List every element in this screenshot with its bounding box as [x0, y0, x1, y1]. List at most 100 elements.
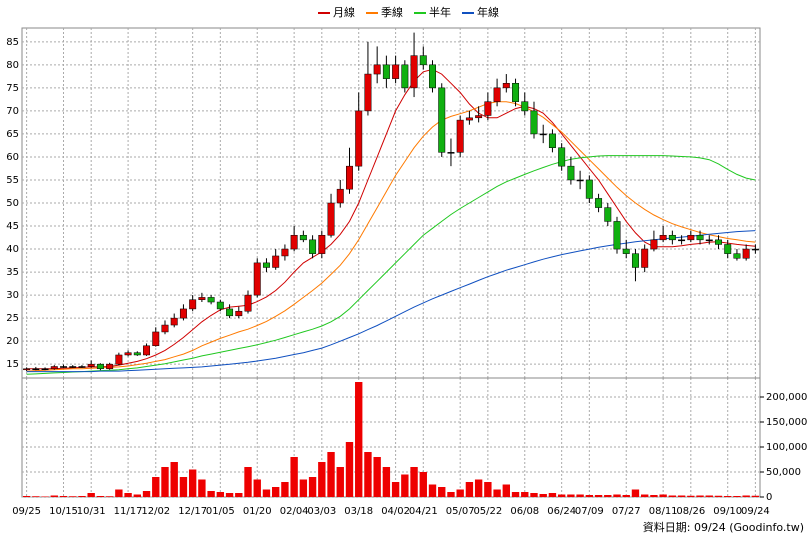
- volume-bar: [631, 489, 640, 497]
- x-tick-label: 01/05: [206, 506, 235, 517]
- volume-bar: [502, 484, 511, 497]
- y-tick-label: 80: [6, 60, 19, 71]
- candle-body: [281, 248, 289, 257]
- x-tick-label: 12/02: [141, 506, 170, 517]
- volume-bar: [32, 496, 40, 497]
- candle-body: [382, 64, 390, 79]
- x-tick-label: 10/15: [49, 506, 78, 517]
- volume-bar: [484, 482, 492, 497]
- volume-bar: [179, 477, 188, 497]
- volume-bar: [225, 493, 234, 497]
- volume-bar: [59, 496, 68, 497]
- candle-body: [143, 345, 151, 356]
- candle-body: [299, 234, 307, 241]
- y-tick-label: 30: [6, 290, 19, 301]
- volume-bar: [115, 489, 123, 497]
- y2-tick-label: 100,000: [766, 442, 807, 453]
- x-tick-label: 05/22: [473, 506, 502, 517]
- candle-body: [50, 366, 58, 370]
- volume-bar: [668, 495, 677, 497]
- ma-line: [26, 68, 756, 370]
- x-tick-label: 07/27: [612, 506, 641, 517]
- volume-bar: [188, 469, 197, 497]
- candle-body: [272, 255, 280, 268]
- candle-body: [41, 368, 49, 371]
- y-tick-label: 85: [6, 37, 19, 48]
- candle-body: [548, 133, 556, 148]
- volume-bar: [548, 493, 557, 497]
- volume-bar: [308, 477, 317, 497]
- volume-bar: [96, 496, 105, 497]
- y-tick-label: 50: [6, 198, 19, 209]
- volume-bar: [364, 452, 372, 497]
- x-tick-label: 02/04: [280, 506, 309, 517]
- candle-body: [198, 297, 206, 300]
- volume-bar: [281, 482, 289, 497]
- candle-body: [373, 64, 381, 75]
- candle-body: [207, 297, 215, 303]
- volume-bar: [751, 495, 760, 497]
- volume-bar: [438, 487, 446, 497]
- volume-bar: [152, 477, 160, 497]
- volume-bar: [124, 493, 132, 497]
- candle-body: [401, 64, 409, 89]
- volume-bar: [677, 495, 686, 497]
- volume-bar: [142, 491, 151, 497]
- x-tick-label: 01/20: [243, 506, 272, 517]
- x-tick-label: 04/21: [409, 506, 438, 517]
- candle-body: [235, 310, 243, 317]
- volume-bar: [714, 495, 723, 497]
- volume-bar: [87, 493, 95, 497]
- volume-bar: [576, 494, 584, 497]
- volume-bar: [585, 495, 594, 497]
- volume-bar: [456, 489, 464, 497]
- candle-body: [78, 366, 86, 368]
- volume-bar: [271, 487, 280, 497]
- volume-bar: [493, 489, 501, 497]
- volume-bar: [557, 494, 566, 497]
- y-tick-label: 40: [6, 244, 19, 255]
- volume-bar: [428, 484, 437, 497]
- candle-body: [585, 179, 593, 199]
- candle-body: [309, 239, 317, 254]
- volume-bar: [650, 495, 658, 497]
- candle-body: [678, 239, 686, 242]
- x-tick-label: 08/26: [676, 506, 705, 517]
- volume-bar: [345, 442, 354, 497]
- candle-body: [244, 294, 252, 312]
- legend-label: 季線: [381, 5, 403, 19]
- candle-body: [161, 324, 169, 333]
- ma-line: [26, 101, 756, 372]
- volume-bar: [170, 462, 178, 497]
- candle-body: [502, 83, 510, 89]
- volume-bar: [207, 491, 215, 497]
- candle-body: [253, 262, 261, 296]
- volume-bar: [696, 495, 704, 497]
- candle-body: [705, 239, 713, 242]
- volume-bar: [253, 479, 261, 497]
- x-tick-label: 09/24: [741, 506, 770, 517]
- y-tick-label: 45: [6, 221, 19, 232]
- candle-body: [262, 262, 270, 268]
- volume-bar: [530, 493, 538, 497]
- volume-bar: [391, 482, 400, 497]
- volume-bar: [198, 479, 206, 497]
- x-tick-label: 11/17: [114, 506, 143, 517]
- candle-body: [189, 299, 197, 310]
- y2-tick-label: 150,000: [766, 417, 807, 428]
- volume-bar: [318, 462, 326, 497]
- candle-body: [733, 253, 741, 259]
- y-tick-label: 75: [6, 83, 19, 94]
- volume-bar: [78, 496, 86, 497]
- candle-body: [521, 101, 529, 112]
- candle-body: [327, 202, 335, 236]
- x-tick-label: 09/10: [713, 506, 742, 517]
- volume-bar: [733, 496, 741, 497]
- x-tick-label: 06/24: [547, 506, 576, 517]
- volume-bar: [41, 496, 49, 497]
- candle-body: [60, 366, 67, 368]
- volume-bar: [133, 494, 142, 497]
- volume-bar: [724, 496, 732, 497]
